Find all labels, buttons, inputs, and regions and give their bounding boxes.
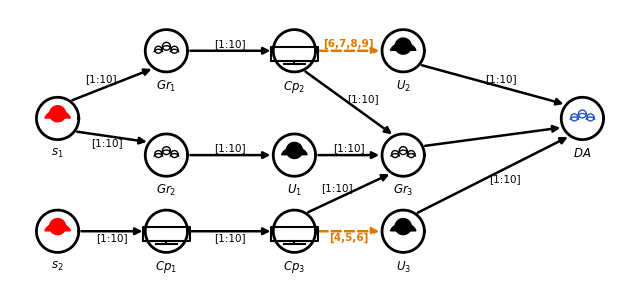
Text: [1:10]: [1:10] — [485, 74, 517, 83]
Polygon shape — [145, 30, 188, 72]
Text: [6,7,8,9]: [6,7,8,9] — [324, 39, 374, 49]
Polygon shape — [390, 223, 416, 231]
Polygon shape — [273, 210, 316, 252]
Polygon shape — [45, 223, 70, 231]
Polygon shape — [273, 134, 316, 176]
Text: [1:10]: [1:10] — [347, 94, 378, 104]
Polygon shape — [36, 97, 79, 140]
Text: [4,5,6]: [4,5,6] — [329, 233, 369, 243]
Text: $Gr_3$: $Gr_3$ — [393, 183, 413, 199]
Polygon shape — [36, 210, 79, 252]
Text: [1:10]: [1:10] — [333, 143, 365, 153]
Text: $s_2$: $s_2$ — [51, 259, 64, 272]
Polygon shape — [382, 30, 424, 72]
Text: $Cp_3$: $Cp_3$ — [284, 259, 305, 276]
Polygon shape — [45, 111, 70, 118]
Polygon shape — [382, 210, 424, 252]
Text: $U_3$: $U_3$ — [396, 259, 411, 275]
Polygon shape — [390, 43, 416, 50]
Polygon shape — [395, 38, 412, 54]
Text: $Cp_1$: $Cp_1$ — [156, 259, 177, 276]
Polygon shape — [282, 147, 307, 155]
Polygon shape — [49, 219, 66, 235]
Text: [1:10]: [1:10] — [321, 183, 353, 193]
Text: $U_1$: $U_1$ — [287, 183, 302, 199]
Text: $DA$: $DA$ — [573, 147, 591, 160]
Polygon shape — [145, 210, 188, 252]
Text: [1:10]: [1:10] — [214, 39, 246, 49]
Polygon shape — [286, 142, 303, 158]
Text: [1:10]: [1:10] — [96, 233, 128, 243]
Text: $U_2$: $U_2$ — [396, 79, 411, 94]
Polygon shape — [382, 134, 424, 176]
Text: [1:10]: [1:10] — [214, 143, 246, 153]
Text: $Gr_1$: $Gr_1$ — [156, 79, 177, 94]
Polygon shape — [273, 30, 316, 72]
Text: $Cp_2$: $Cp_2$ — [284, 79, 305, 95]
Text: $s_1$: $s_1$ — [51, 147, 64, 160]
Polygon shape — [49, 106, 66, 122]
Polygon shape — [395, 219, 412, 235]
Text: [1:10]: [1:10] — [214, 233, 246, 243]
Text: [1:10]: [1:10] — [91, 138, 123, 148]
Polygon shape — [561, 97, 604, 140]
Text: [1:10]: [1:10] — [489, 175, 521, 184]
Text: $Gr_2$: $Gr_2$ — [156, 183, 177, 199]
Text: [1:10]: [1:10] — [86, 74, 117, 84]
Polygon shape — [145, 134, 188, 176]
